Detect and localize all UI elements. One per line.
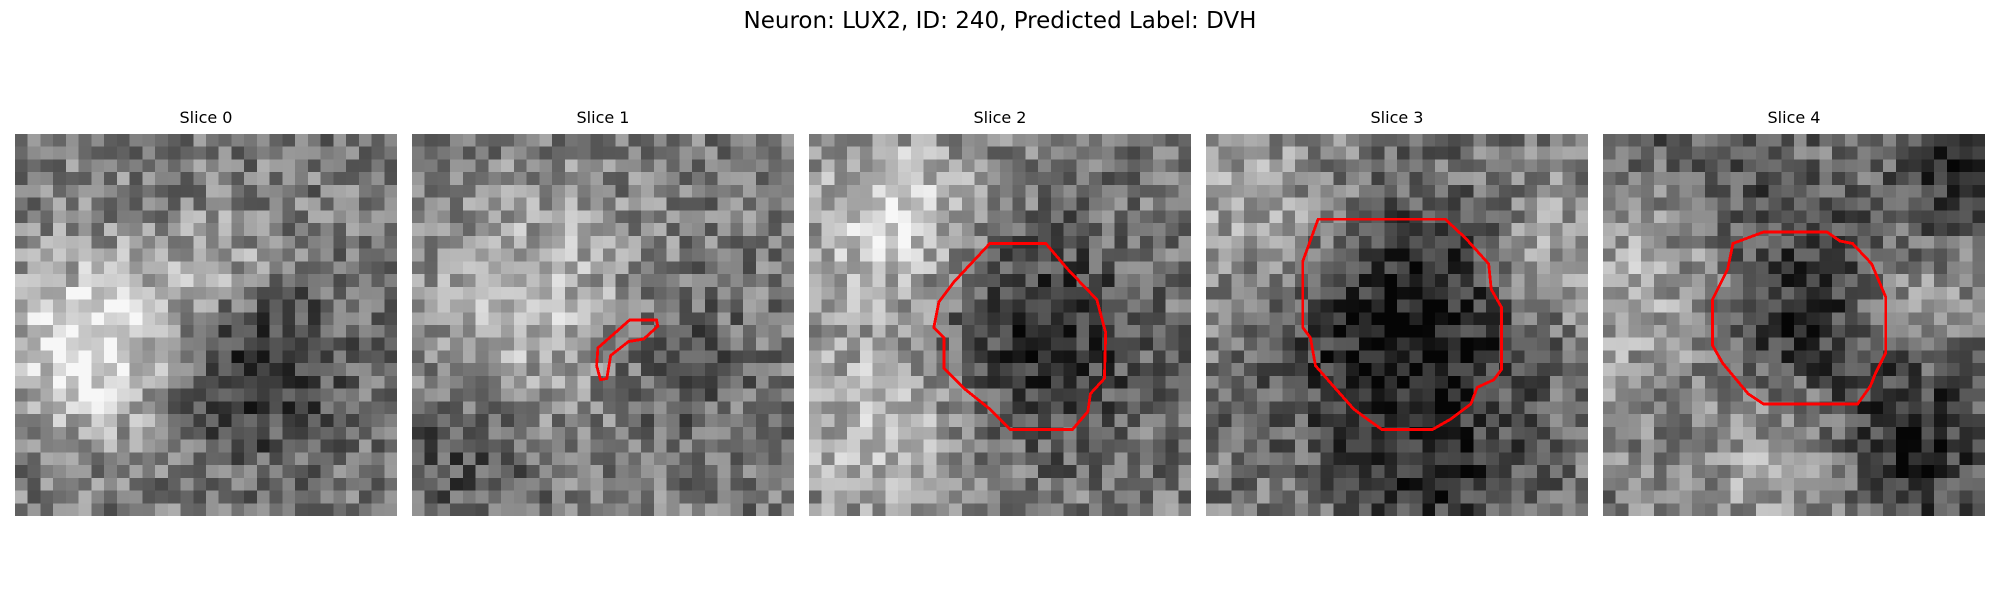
slice-panel-1: Slice 1 — [412, 108, 794, 518]
slice-panel-3: Slice 3 — [1206, 108, 1588, 518]
pixel-grid — [1603, 134, 1985, 516]
slice-image-3 — [1206, 134, 1588, 516]
pixel-grid — [412, 134, 794, 516]
slice-title-2: Slice 2 — [973, 108, 1027, 127]
slice-panel-4: Slice 4 — [1603, 108, 1985, 518]
slice-image-2 — [809, 134, 1191, 516]
pixel-grid — [15, 134, 397, 516]
pixel-grid — [1206, 134, 1588, 516]
slice-title-3: Slice 3 — [1370, 108, 1424, 127]
slice-panel-0: Slice 0 — [15, 108, 397, 518]
slice-image-4 — [1603, 134, 1985, 516]
roi-outline-3 — [1301, 217, 1503, 431]
roi-outline-2 — [932, 242, 1108, 431]
slice-title-1: Slice 1 — [576, 108, 630, 127]
slice-panel-2: Slice 2 — [809, 108, 1191, 518]
roi-outline-1 — [595, 318, 660, 382]
slice-title-4: Slice 4 — [1767, 108, 1821, 127]
slice-title-0: Slice 0 — [179, 108, 233, 127]
roi-outline-4 — [1711, 230, 1888, 406]
slice-image-1 — [412, 134, 794, 516]
figure-title: Neuron: LUX2, ID: 240, Predicted Label: … — [743, 8, 1257, 34]
pixel-grid — [809, 134, 1191, 516]
slice-image-0 — [15, 134, 397, 516]
